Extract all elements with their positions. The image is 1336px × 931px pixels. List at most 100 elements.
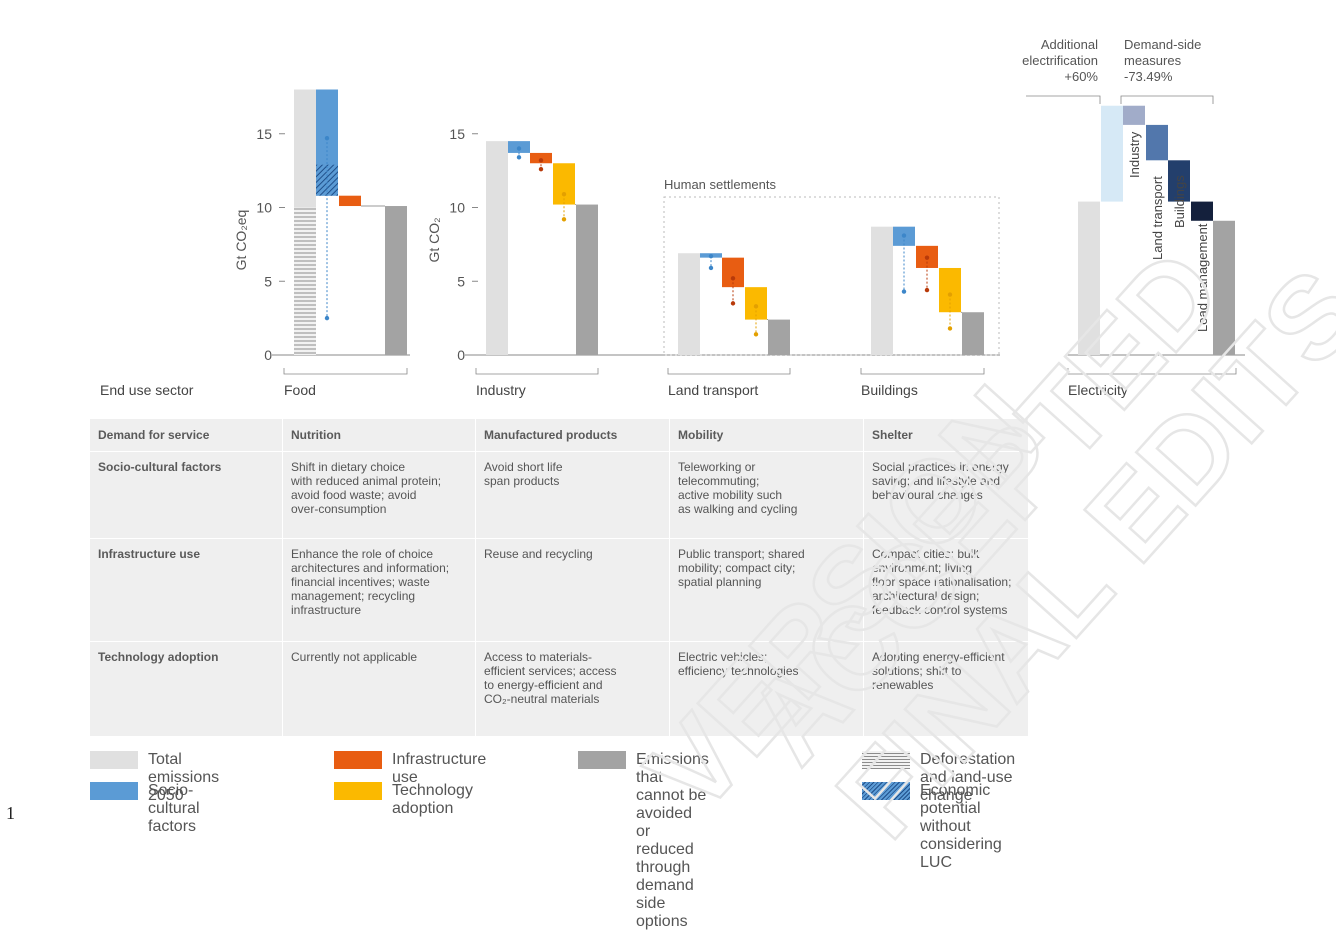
table-row: Technology adoption Currently not applic… — [90, 642, 1028, 736]
legend-label: Total emissions 2050 — [148, 751, 220, 804]
tech-marker — [947, 292, 953, 297]
sector-bracket — [1067, 368, 1237, 375]
y-axis-label-industry: Gt CO₂ — [426, 217, 442, 262]
table-cell: Shift in dietary choice with reduced ani… — [282, 452, 475, 538]
electricity-bar-label: Industry — [1127, 131, 1142, 178]
bar-infra — [530, 152, 552, 164]
bar-total — [871, 226, 893, 355]
socio-marker — [516, 146, 522, 151]
demand-side-bracket — [1120, 95, 1214, 104]
bar-electricity-industry — [1123, 105, 1145, 125]
electrification-annotation: Additional — [1041, 37, 1098, 52]
sector-label: Food — [284, 382, 316, 398]
legend-swatch-tech — [334, 782, 382, 800]
bar-remaining-electricity — [1213, 220, 1235, 355]
bar-tech — [939, 267, 961, 313]
electricity-bar-label: Load management — [1195, 223, 1210, 332]
demand-side-annotation: Demand-side — [1124, 37, 1201, 52]
socio-low-marker — [708, 265, 714, 271]
electrification-bracket — [1026, 95, 1101, 104]
bar-total — [486, 141, 508, 355]
table-cell: Compact cities; built environment; livin… — [863, 539, 1028, 641]
bar-additional-electrification — [1101, 105, 1123, 202]
legend-label: Emissions that cannot be avoided or redu… — [636, 751, 709, 930]
bar-deforestation-food — [294, 207, 316, 355]
table-cell: Teleworking or telecommuting; active mob… — [669, 452, 863, 538]
tech-low-marker — [561, 217, 567, 222]
sector-bracket — [860, 368, 985, 375]
electrification-annotation: +60% — [1064, 69, 1098, 84]
table-row: Infrastructure use Enhance the role of c… — [90, 539, 1028, 642]
sector-label: Industry — [476, 382, 526, 398]
table-cell: Adopting energy-efficient solutions; shi… — [863, 642, 1028, 736]
bar-electricity-land-transport — [1146, 124, 1168, 161]
end-use-sector-label: End use sector — [100, 382, 194, 398]
table-row-heading: Technology adoption — [98, 650, 219, 664]
demand-side-annotation: measures — [1124, 53, 1182, 68]
y-tick-label: 10 — [256, 200, 272, 216]
bar-tech — [553, 163, 575, 205]
bar-economic-potential-food — [316, 164, 338, 196]
bar-tech — [745, 287, 767, 320]
legend-label: Deforestation and land-use change — [920, 751, 1016, 804]
y-tick-label: 0 — [264, 347, 272, 363]
table-cell: Reuse and recycling — [475, 539, 669, 641]
table-header-row: Demand for service Nutrition Manufacture… — [90, 419, 1028, 452]
legend-swatch-economic-potential — [862, 782, 910, 800]
human-settlements-box — [663, 196, 1000, 356]
legend-swatch-deforestation — [862, 751, 910, 769]
demand-side-annotation: -73.49% — [1124, 69, 1173, 84]
table-row-heading: Infrastructure use — [98, 547, 201, 561]
tech-marker — [561, 192, 567, 197]
socio-low-marker — [516, 155, 522, 160]
bar-total — [678, 253, 700, 355]
legend-label: Economic potential without considering L… — [920, 782, 1002, 871]
electricity-bar-label: Buildings — [1172, 175, 1187, 228]
y-tick-label: 5 — [264, 273, 272, 289]
table-cell: Social practices in energy saving; and l… — [863, 452, 1028, 538]
socio-marker — [901, 233, 907, 238]
infra-marker — [538, 158, 544, 163]
socio-food-low-marker — [324, 315, 330, 321]
tech-marker — [753, 304, 759, 309]
sector-label: Electricity — [1068, 382, 1128, 398]
table-header-cell: Shelter — [863, 419, 1028, 451]
infra-low-marker — [538, 166, 544, 172]
socio-low-marker — [901, 289, 907, 294]
y-tick-label: 15 — [256, 126, 272, 142]
legend-swatch-socio — [90, 782, 138, 800]
bar-infra — [722, 257, 744, 288]
table-cell: Public transport; shared mobility; compa… — [669, 539, 863, 641]
infra-marker — [924, 255, 930, 260]
y-tick-label: 5 — [457, 273, 465, 289]
table-cell: Access to materials- efficient services;… — [475, 642, 669, 736]
table-header-cell: Mobility — [669, 419, 863, 451]
socio-marker — [708, 253, 714, 259]
bar-infra-food — [339, 195, 361, 207]
table-row-heading: Socio-cultural factors — [98, 460, 222, 474]
table-header-cell: Nutrition — [282, 419, 475, 451]
page-number: 1 — [6, 803, 15, 823]
tech-low-marker — [753, 332, 759, 337]
bar-total-electricity — [1078, 201, 1100, 355]
tech-low-marker — [947, 326, 953, 331]
legend-swatch-remaining — [578, 751, 626, 769]
sector-label: Land transport — [668, 382, 758, 398]
legend-swatch-infra — [334, 751, 382, 769]
table-row: Socio-cultural factors Shift in dietary … — [90, 452, 1028, 539]
bar-electricity-buildings — [1168, 160, 1190, 202]
table-header-cell: Manufactured products — [475, 419, 669, 451]
bar-remaining-food — [385, 206, 407, 355]
table-cell: Avoid short life span products — [475, 452, 669, 538]
electrification-annotation: electrification — [1022, 53, 1098, 68]
sector-bracket — [475, 368, 599, 375]
infra-low-marker — [924, 287, 930, 293]
legend-label: Infrastructure use — [392, 751, 487, 786]
waterfall-chart: 0 5 10 15 0 5 10 15 Gt CO₂eq Gt CO₂ Food Industry L… — [100, 37, 1245, 398]
table-cell: Enhance the role of choice architectures… — [282, 539, 475, 641]
demand-service-table: Demand for service Nutrition Manufacture… — [90, 419, 1028, 736]
infra-marker — [730, 276, 736, 281]
bar-remaining — [768, 319, 790, 355]
table-header-cell: Demand for service — [98, 428, 210, 442]
human-settlements-label: Human settlements — [664, 177, 776, 192]
